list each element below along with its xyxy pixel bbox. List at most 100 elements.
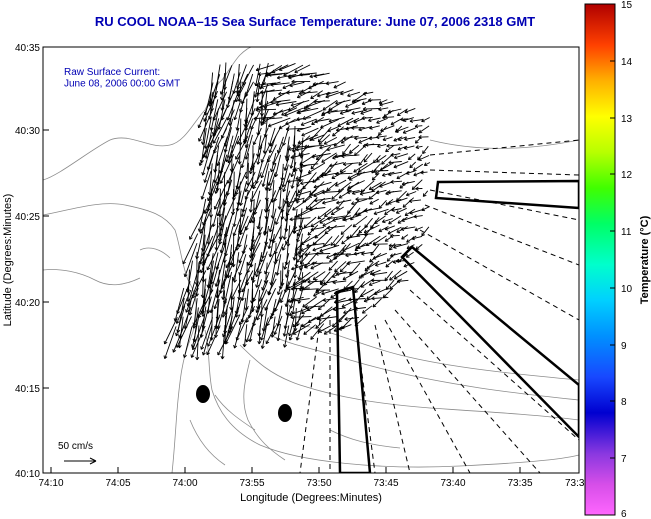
current-vector-head — [321, 293, 325, 296]
current-vector — [280, 281, 290, 303]
current-vector-head — [369, 258, 372, 263]
current-vector-head — [398, 139, 402, 142]
current-vector — [373, 208, 389, 215]
current-vector-head — [409, 120, 414, 123]
current-vector — [279, 62, 296, 71]
current-vector — [297, 135, 311, 148]
current-vector-head — [364, 224, 366, 228]
current-vector-head — [302, 278, 305, 283]
current-vector-head — [393, 275, 397, 280]
current-vector — [259, 101, 282, 109]
current-vector — [353, 98, 367, 102]
current-vector — [340, 224, 353, 235]
current-vector-head — [360, 111, 364, 114]
current-vector-head — [210, 310, 214, 314]
current-vector-head — [230, 262, 234, 266]
current-vector-head — [275, 272, 278, 276]
current-vector — [340, 109, 352, 115]
current-vector-head — [376, 135, 379, 138]
current-vector — [295, 172, 311, 180]
current-vector-head — [395, 199, 399, 203]
current-vector-head — [387, 200, 391, 204]
current-vector-head — [301, 323, 304, 327]
current-vector — [215, 162, 225, 194]
current-vector — [318, 325, 332, 333]
current-vector-head — [217, 188, 220, 192]
current-vector — [202, 233, 220, 265]
current-vector-head — [250, 199, 254, 203]
current-vector-head — [223, 202, 228, 206]
y-tick-label: 40:15 — [15, 384, 40, 395]
current-vector — [250, 180, 263, 202]
current-vector — [343, 215, 359, 221]
current-vector-head — [256, 69, 260, 72]
current-vector-head — [201, 263, 204, 267]
current-vector-head — [241, 165, 245, 169]
current-vector — [246, 254, 256, 273]
current-vector — [402, 117, 414, 122]
current-vector — [364, 217, 373, 228]
current-vector-head — [282, 248, 286, 251]
current-vector-head — [235, 314, 239, 318]
current-vector-head — [275, 174, 279, 178]
current-vector-head — [382, 294, 385, 298]
current-vector-head — [296, 110, 300, 114]
current-vector-head — [376, 136, 380, 140]
current-vector-head — [284, 236, 287, 240]
current-vector — [274, 235, 283, 255]
current-vector-head — [225, 253, 228, 257]
current-vector-head — [232, 232, 235, 236]
y-tick-label: 40:10 — [15, 469, 40, 480]
current-vector-head — [358, 129, 362, 132]
current-vector — [286, 90, 304, 94]
current-vector-head — [272, 96, 276, 101]
current-vector-head — [264, 215, 267, 220]
current-vector — [285, 226, 296, 245]
current-vector-head — [390, 233, 394, 237]
current-vector — [235, 298, 242, 318]
current-vector-head — [358, 277, 363, 279]
current-vector — [327, 109, 346, 114]
current-vector — [364, 261, 374, 272]
current-vector-head — [390, 235, 394, 238]
current-vector-head — [222, 356, 225, 360]
current-vector-head — [309, 207, 313, 210]
current-vector — [292, 324, 311, 335]
current-vector-head — [210, 145, 214, 149]
current-vector-head — [384, 279, 389, 282]
current-vector-head — [387, 230, 391, 235]
current-vector-head — [233, 197, 236, 201]
current-vector-head — [261, 183, 264, 187]
current-vector-head — [182, 354, 185, 358]
current-vector-head — [373, 213, 378, 216]
current-vector — [284, 154, 290, 171]
current-vector — [404, 107, 416, 113]
current-vector-head — [196, 269, 199, 274]
current-vector — [209, 74, 221, 105]
current-vector-head — [224, 274, 227, 278]
current-vector-head — [225, 342, 229, 345]
current-vector-head — [277, 77, 281, 80]
current-vector-head — [200, 141, 204, 145]
current-vector-head — [361, 116, 365, 119]
current-vector-head — [233, 233, 237, 237]
current-vector-head — [216, 325, 219, 329]
current-vector — [290, 316, 312, 318]
current-vector-head — [245, 320, 250, 323]
current-vector-head — [388, 160, 392, 164]
current-vector-head — [381, 163, 385, 165]
current-vector-head — [183, 273, 186, 277]
current-vector-head — [248, 247, 252, 251]
current-vector-head — [243, 139, 245, 143]
current-vector — [245, 324, 254, 343]
current-vector-head — [403, 206, 407, 208]
current-vector — [214, 279, 225, 309]
current-vector-head — [200, 270, 204, 274]
current-vector — [323, 297, 337, 301]
current-vector — [227, 135, 240, 164]
x-tick-label: 74:00 — [172, 478, 197, 489]
current-vector — [386, 144, 403, 147]
current-vector-head — [301, 132, 304, 136]
current-vector — [251, 226, 263, 250]
current-vector — [174, 287, 185, 322]
